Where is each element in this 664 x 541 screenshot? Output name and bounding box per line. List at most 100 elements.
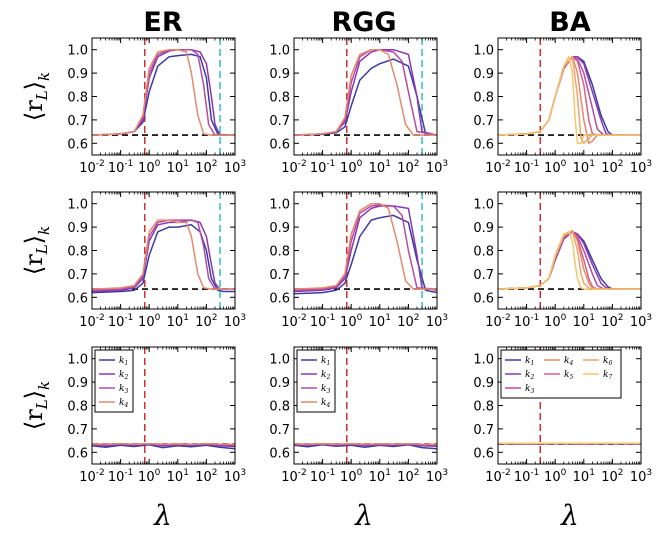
x-tick-base: 10 [630, 470, 647, 485]
col-title-rgg: RGG [331, 7, 396, 38]
x-tick-label: 102 [601, 313, 623, 330]
x-tick-label: 103 [630, 159, 652, 176]
panel-plot-area [294, 38, 437, 155]
x-tick-exponent: 0 [357, 159, 363, 169]
x-tick-base: 10 [224, 161, 241, 176]
x-tick-exponent: 2 [414, 468, 420, 478]
y-tick-label: 0.7 [473, 423, 494, 438]
x-tick-base: 10 [369, 470, 386, 485]
x-tick-exponent: 3 [442, 313, 448, 323]
x-tick-label: 100 [544, 159, 567, 176]
x-tick-base: 10 [310, 315, 327, 330]
y-tick-label: 1.0 [473, 353, 494, 368]
x-tick-label: 103 [630, 313, 652, 330]
x-tick-label: 101 [167, 468, 189, 485]
x-tick-label: 100 [340, 159, 363, 176]
x-tick-exponent: -1 [124, 468, 133, 478]
legend-label-sub: 4 [123, 402, 128, 409]
x-tick-exponent: 1 [589, 159, 595, 169]
x-tick-base: 10 [485, 161, 502, 176]
y-label-sub-l: L [33, 399, 51, 410]
y-label-open: ⟨r [20, 100, 48, 121]
legend-label-sub: 4 [325, 402, 330, 409]
panels: 1.00.90.80.70.610-2 10-1 100 101 102 1031.00.… [67, 37, 652, 485]
x-tick-exponent: 0 [155, 159, 161, 169]
x-tick-base: 10 [630, 161, 647, 176]
x-tick-label: 100 [544, 468, 567, 485]
y-tick-label: 0.7 [67, 114, 88, 129]
y-tick-label: 0.7 [473, 114, 494, 129]
legend-label-k: k [564, 356, 569, 366]
y-axis-labels: ⟨rL⟩k⟨rL⟩k⟨rL⟩k [20, 72, 53, 430]
x-tick-label: 10-2 [281, 159, 307, 176]
legend-label-k: k [603, 356, 608, 366]
x-tick-base: 10 [79, 315, 96, 330]
x-tick-base: 10 [108, 315, 125, 330]
x-tick-exponent: 1 [385, 159, 391, 169]
x-tick-exponent: 2 [414, 159, 420, 169]
legend-label-k6: k6 [603, 356, 612, 367]
x-tick-base: 10 [601, 470, 618, 485]
x-tick-base: 10 [310, 470, 327, 485]
x-tick-exponent: 3 [240, 313, 246, 323]
x-tick-base: 10 [167, 161, 184, 176]
x-tick-exponent: -1 [124, 313, 133, 323]
x-label-er: λ [153, 499, 172, 532]
y-tick-label: 0.7 [473, 268, 494, 283]
x-tick-base: 10 [340, 161, 357, 176]
y-tick-label: 1.0 [269, 198, 290, 213]
legend-label-k: k [119, 370, 124, 380]
legend-label-sub: 5 [569, 374, 573, 381]
x-tick-exponent: 2 [414, 313, 420, 323]
x-tick-exponent: 3 [442, 468, 448, 478]
x-tick-exponent: -2 [298, 468, 307, 478]
x-tick-label: 10-2 [485, 468, 511, 485]
y-tick-label: 0.9 [473, 376, 494, 391]
x-tick-exponent: 1 [589, 313, 595, 323]
x-tick-base: 10 [167, 315, 184, 330]
legend-label-k1: k1 [321, 356, 330, 367]
x-tick-exponent: 3 [442, 159, 448, 169]
legend-label-k: k [564, 370, 569, 380]
x-tick-exponent: -2 [502, 468, 511, 478]
x-tick-base: 10 [138, 470, 155, 485]
y-label-open: ⟨r [20, 254, 48, 275]
panel-plot-area [92, 38, 235, 155]
x-tick-base: 10 [340, 315, 357, 330]
x-tick-exponent: 1 [385, 313, 391, 323]
col-title-ba: BA [549, 7, 591, 38]
legend-label-k: k [321, 356, 326, 366]
x-tick-label: 100 [544, 313, 567, 330]
series-line-k4 [92, 219, 235, 290]
panel-1: 1.00.90.80.70.610-2 10-1 100 101 102 103 [269, 37, 448, 176]
x-tick-label: 103 [224, 468, 246, 485]
series-line-k4 [294, 48, 437, 136]
x-label-rgg: λ [354, 499, 373, 532]
x-tick-label: 101 [573, 468, 595, 485]
x-tick-base: 10 [224, 315, 241, 330]
y-tick-label: 0.6 [269, 291, 290, 306]
legend-label-sub: 4 [568, 360, 573, 367]
panel-plot-area [294, 347, 437, 464]
series-line-k4 [92, 442, 235, 446]
y-tick-label: 1.0 [473, 44, 494, 59]
y-label-close: ⟩ [20, 235, 48, 244]
y-tick-label: 0.7 [269, 114, 290, 129]
x-tick-base: 10 [544, 470, 561, 485]
x-tick-base: 10 [426, 315, 443, 330]
x-tick-exponent: 1 [183, 159, 189, 169]
x-tick-exponent: -1 [326, 159, 335, 169]
x-tick-exponent: -2 [502, 313, 511, 323]
y-tick-label: 1.0 [269, 44, 290, 59]
x-tick-base: 10 [544, 315, 561, 330]
legend-label-sub: 6 [608, 360, 612, 367]
x-tick-base: 10 [224, 470, 241, 485]
y-tick-label: 0.9 [269, 376, 290, 391]
panel-plot-area [498, 192, 641, 309]
legend-label-k4: k4 [321, 398, 330, 409]
y-tick-label: 0.6 [269, 137, 290, 152]
x-tick-base: 10 [79, 161, 96, 176]
series-line-k3 [92, 219, 235, 292]
